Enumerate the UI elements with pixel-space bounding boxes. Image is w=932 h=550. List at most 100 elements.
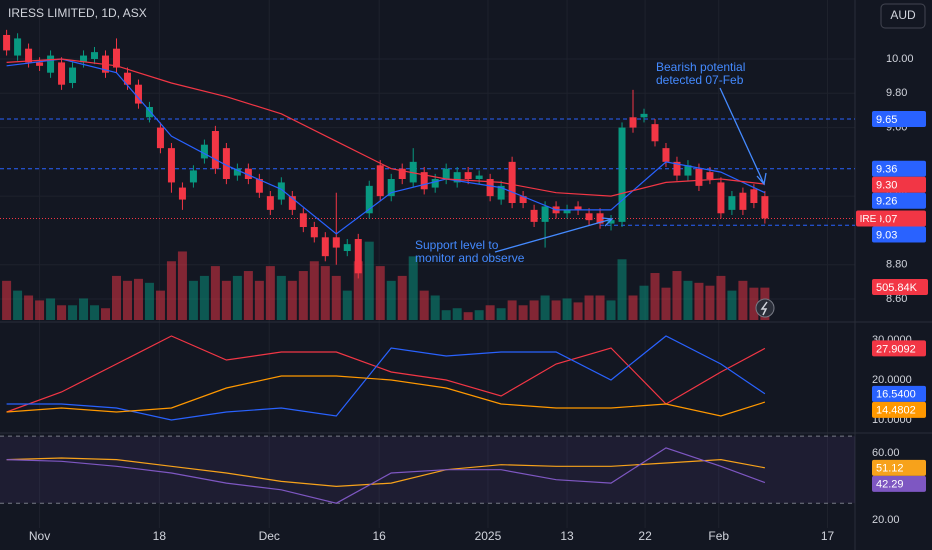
- candle-body: [728, 196, 736, 210]
- candle-body: [662, 148, 670, 162]
- candle-body: [354, 239, 362, 274]
- candle-body: [14, 38, 22, 56]
- candle-body: [36, 62, 44, 66]
- x-tick-label: 2025: [475, 529, 502, 543]
- candle-body: [200, 144, 208, 159]
- volume-bar: [331, 275, 341, 320]
- candle-body: [222, 148, 230, 180]
- volume-label: 505.84K: [876, 282, 918, 294]
- annotation-text: Bearish potential: [656, 60, 745, 74]
- volume-bar: [68, 305, 78, 320]
- volume-bar: [13, 290, 23, 320]
- alert-icon[interactable]: [755, 298, 775, 318]
- plot: Nov18Dec1620251322Feb1710.009.809.609.20…: [0, 29, 928, 543]
- volume-bar: [79, 298, 89, 320]
- volume-bar: [243, 271, 253, 320]
- price-label-bg: [872, 340, 926, 357]
- candle-body: [387, 179, 395, 197]
- volume-label-bg: [872, 279, 928, 295]
- volume-bar: [287, 280, 297, 320]
- price-label-bg: [872, 401, 926, 418]
- volume-bar: [353, 261, 363, 320]
- price-label-bg: [872, 226, 926, 243]
- volume-bar: [320, 266, 330, 320]
- annotation-text: detected 07-Feb: [656, 73, 744, 87]
- candle-body: [211, 130, 219, 169]
- y-tick-label: 20.0000: [872, 374, 912, 386]
- x-tick-label: Nov: [29, 529, 50, 543]
- volume-bar: [595, 295, 605, 320]
- candle-body: [739, 192, 747, 210]
- candle-body: [310, 227, 318, 238]
- volume-bar: [188, 280, 198, 320]
- price-label: 9.03: [876, 229, 897, 241]
- volume-bar: [254, 280, 264, 320]
- candle-body: [178, 187, 186, 200]
- volume-bar: [397, 275, 407, 320]
- volume-bar: [265, 266, 275, 320]
- volume-bar: [485, 305, 495, 320]
- x-tick-label: Feb: [708, 529, 729, 543]
- volume-bar: [474, 310, 484, 320]
- candle-body: [475, 175, 483, 180]
- candle-body: [376, 165, 384, 197]
- candle-body: [365, 185, 373, 214]
- candle-body: [717, 182, 725, 214]
- volume-bar: [90, 305, 100, 320]
- candle-body: [640, 113, 648, 118]
- y-tick-label: 9.60: [886, 121, 907, 133]
- volume-bar: [727, 290, 737, 320]
- volume-bar: [551, 300, 561, 320]
- candle-body: [497, 185, 505, 200]
- price-label-bg: [872, 459, 926, 476]
- y-tick-label: 20.00: [872, 514, 900, 526]
- volume-bar: [24, 295, 34, 320]
- candle-body: [508, 161, 516, 204]
- currency[interactable]: AUD: [890, 8, 916, 22]
- x-tick-label: 22: [638, 529, 652, 543]
- volume-bar: [101, 308, 111, 320]
- price-label: 9.30: [876, 180, 897, 192]
- price-label: 9.07: [876, 213, 897, 225]
- candle-body: [409, 161, 417, 183]
- candle-body: [112, 48, 120, 68]
- price-label-bg: [872, 176, 926, 193]
- price-label: 9.65: [876, 114, 897, 126]
- price-label-bg: [872, 475, 926, 492]
- alert-circle[interactable]: [755, 298, 775, 318]
- candle-body: [288, 196, 296, 210]
- x-tick-label: 16: [372, 529, 386, 543]
- volume-bar: [496, 308, 506, 320]
- indicator-line: [6, 58, 765, 197]
- currency-button[interactable]: [880, 3, 926, 29]
- price-label-bg: [872, 210, 926, 227]
- candle-body: [750, 189, 758, 204]
- symbol-label: IRE: [860, 214, 877, 225]
- annotation-text: monitor and observe: [415, 251, 525, 265]
- volume-bar: [672, 271, 682, 320]
- x-tick-label: 18: [153, 529, 167, 543]
- volume-bar: [705, 285, 715, 320]
- candle-body: [761, 196, 769, 219]
- y-tick-label: 60.00: [872, 447, 900, 459]
- candle-body: [563, 209, 571, 214]
- candle-body: [651, 124, 659, 142]
- indicator-line: [6, 58, 766, 235]
- volume-bar: [375, 266, 385, 320]
- candle-body: [607, 220, 615, 224]
- volume-bar: [683, 280, 693, 320]
- candle-body: [69, 67, 77, 83]
- chart-title: IRESS LIMITED, 1D, ASX: [8, 6, 147, 20]
- band: [0, 436, 855, 504]
- alert-bolt[interactable]: [760, 301, 768, 316]
- volume-bar: [177, 251, 187, 320]
- candle-body: [332, 237, 340, 248]
- candle-body: [343, 244, 351, 252]
- candle-body: [156, 127, 164, 149]
- price-label-bg: [872, 110, 926, 127]
- candle-body: [91, 52, 99, 59]
- volume-bar: [386, 280, 396, 320]
- candle-body: [277, 182, 285, 200]
- price-label: 16.5400: [876, 389, 916, 401]
